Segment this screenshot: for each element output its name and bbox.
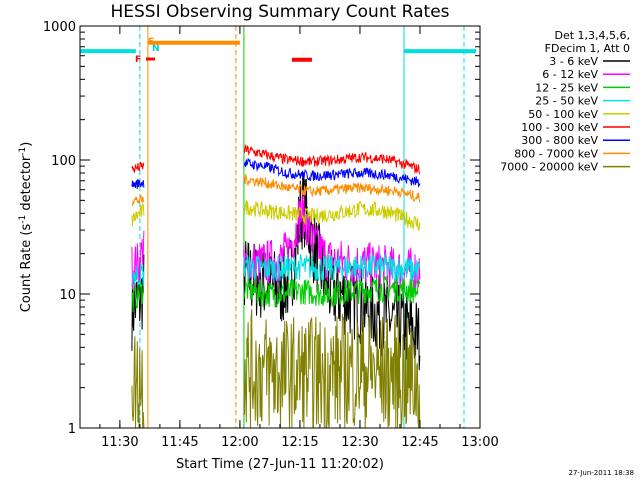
series-4-seg2 [243,200,421,231]
legend-label: 50 - 100 keV [528,108,598,121]
flag-n: N [152,44,160,54]
x-axis-ticks: 11:30 11:45 12:00 12:15 12:30 12:45 13:00 [99,26,499,450]
x-tick-label: 11:45 [161,435,198,450]
series-6-seg1 [131,179,145,190]
legend-label: 800 - 7000 keV [514,147,598,160]
x-tick-label: 13:00 [461,435,498,450]
legend-header-1: Det 1,3,4,5,6, [554,29,630,42]
legend-header-2: FDecim 1, Att 0 [545,42,630,55]
x-tick-label: 12:30 [341,435,378,450]
series-5-seg2 [243,144,421,175]
y-tick-label: 10 [59,288,76,303]
x-tick-label: 12:15 [281,435,318,450]
series-lines [131,144,421,429]
chart-title: HESSI Observing Summary Count Rates [110,2,449,22]
series-7-seg2 [243,174,421,203]
x-axis-label: Start Time (27-Jun-11 11:20:02) [176,457,384,472]
series-4-seg1 [131,202,145,227]
series-6-seg2 [243,157,421,188]
y-tick-label: 1000 [43,20,76,35]
legend-label: 300 - 800 keV [521,134,598,147]
series-8-seg1 [131,336,145,429]
legend-label: 3 - 6 keV [549,55,598,68]
x-tick-label: 12:45 [401,435,438,450]
series-3-seg1 [131,263,145,287]
status-bars [80,40,476,62]
y-tick-label: 1 [68,422,76,437]
x-tick-label: 11:30 [101,435,138,450]
series-2-seg2 [243,275,421,308]
flag-f: F [135,55,141,65]
series-5-seg1 [131,161,145,174]
y-axis-ticks: 1 10 100 1000 [43,20,480,437]
legend: Det 1,3,4,5,6, FDecim 1, Att 0 3 - 6 keV… [500,29,630,174]
legend-label: 7000 - 20000 keV [500,161,598,174]
y-axis-label: Count Rate (s-1 detector-1) [18,142,34,313]
series-8-seg2 [243,309,421,429]
legend-label: 100 - 300 keV [521,121,598,134]
y-tick-label: 100 [51,154,76,169]
legend-label: 12 - 25 keV [535,81,598,94]
legend-label: 6 - 12 keV [542,68,598,81]
series-7-seg1 [131,194,145,207]
flag-s: S [148,37,154,47]
footer-timestamp: 27-Jun-2011 18:38 [569,469,635,477]
legend-label: 25 - 50 keV [535,95,598,108]
x-tick-label: 12:00 [221,435,258,450]
series-3-seg2 [243,253,421,283]
